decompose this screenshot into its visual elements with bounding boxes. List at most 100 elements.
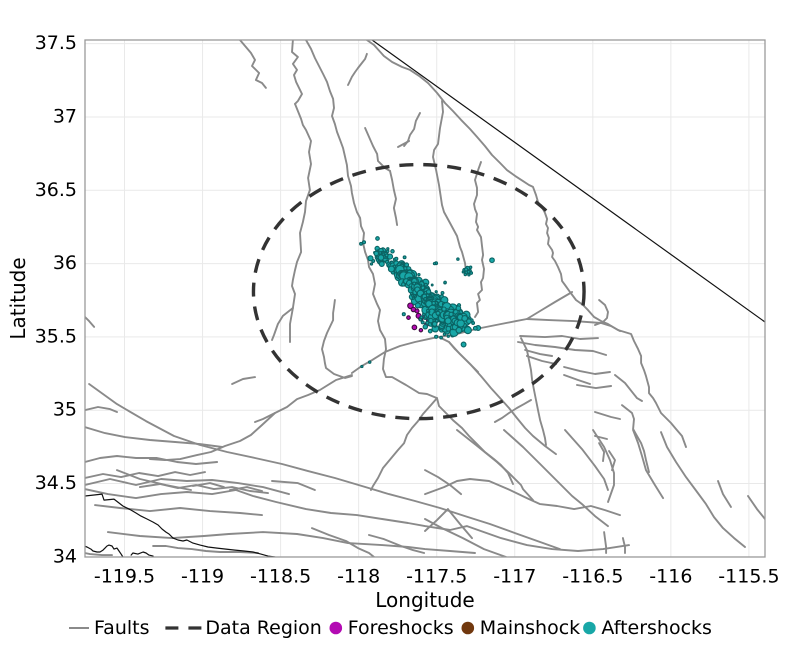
- coastline: [85, 493, 276, 557]
- aftershock-point: [390, 249, 395, 254]
- y-tick-label: 34: [53, 545, 77, 567]
- fault-line: [403, 112, 421, 147]
- y-axis-title: Latitude: [6, 257, 30, 339]
- aftershock-point: [434, 290, 438, 294]
- aftershock-point: [401, 282, 406, 287]
- aftershock-point: [444, 317, 452, 325]
- fault-line: [229, 486, 263, 492]
- aftershock-point: [431, 300, 437, 306]
- y-tick-label: 36: [53, 252, 77, 274]
- aftershock-point: [440, 290, 445, 295]
- fault-line: [660, 431, 746, 548]
- x-tick-label: -117: [493, 566, 536, 588]
- fault-line: [271, 480, 316, 491]
- aftershock-point: [472, 325, 478, 331]
- fault-line: [432, 100, 468, 273]
- fault-line: [632, 429, 665, 500]
- aftershock-point: [401, 312, 406, 317]
- foreshock-point: [406, 315, 411, 320]
- legend-label-aftershocks: Aftershocks: [601, 617, 712, 639]
- fault-line: [594, 435, 608, 440]
- fault-line: [747, 495, 765, 520]
- aftershock-point: [378, 260, 385, 268]
- aftershock-point: [412, 293, 416, 297]
- aftershock-point: [435, 310, 441, 316]
- aftershock-point: [425, 293, 430, 298]
- aftershock-point: [456, 257, 460, 261]
- fault-line: [448, 341, 480, 373]
- aftershock-point: [423, 297, 428, 301]
- fault-line: [85, 552, 113, 557]
- legend-swatch-mainshock: [461, 621, 475, 635]
- foreshock-point: [411, 324, 418, 331]
- plot-frame: [84, 39, 766, 558]
- aftershock-point: [489, 257, 495, 264]
- fault-line: [291, 40, 303, 105]
- fault-line: [563, 366, 611, 375]
- x-tick-label: -118.5: [250, 566, 311, 588]
- fault-line: [321, 299, 353, 379]
- state-border-line: [371, 40, 765, 323]
- aftershock-point: [463, 326, 472, 335]
- legend-label-data_region: Data Region: [205, 617, 321, 639]
- fault-line: [397, 140, 411, 148]
- aftershock-point: [468, 265, 473, 270]
- fault-line: [85, 406, 118, 413]
- fault-line: [85, 471, 206, 479]
- aftershock-point: [373, 250, 380, 257]
- fault-line: [424, 478, 621, 517]
- fault-line: [525, 355, 557, 365]
- fault-line: [594, 411, 621, 420]
- fault-line: [598, 442, 606, 463]
- fault-line: [717, 480, 732, 508]
- aftershock-point: [460, 341, 467, 348]
- fault-line: [524, 349, 554, 357]
- fault-line: [347, 52, 368, 86]
- aftershock-point: [461, 314, 469, 322]
- fault-line: [94, 504, 263, 517]
- fault-line: [592, 429, 615, 503]
- fault-line: [576, 384, 613, 390]
- aftershock-point: [432, 261, 437, 266]
- fault-line: [365, 40, 687, 448]
- coastline: [85, 544, 124, 557]
- legend: Faults Data Region Foreshocks Mainshock Afte…: [69, 617, 712, 639]
- aftershock-point: [411, 296, 415, 300]
- fault-line: [271, 307, 294, 341]
- aftershock-point: [361, 240, 367, 245]
- fault-line: [446, 508, 473, 540]
- aftershock-point: [377, 254, 385, 261]
- fault-line: [350, 318, 621, 374]
- fault-line: [525, 291, 574, 320]
- aftershock-point: [417, 272, 421, 277]
- fault-line: [148, 412, 276, 462]
- aftershock-point: [455, 326, 463, 334]
- fault-line: [389, 169, 399, 226]
- fault-line: [370, 397, 438, 491]
- fault-line: [621, 404, 650, 474]
- fault-line: [85, 488, 630, 552]
- aftershock-point: [428, 317, 434, 324]
- y-tick-label: 36.5: [35, 179, 77, 201]
- fault-line: [564, 429, 609, 491]
- aftershock-point: [359, 241, 363, 246]
- x-tick-label: -115.5: [718, 566, 779, 588]
- aftershock-point: [369, 262, 374, 266]
- fault-line: [563, 374, 591, 385]
- aftershock-point: [412, 281, 417, 286]
- fault-line: [368, 534, 426, 554]
- aftershock-point: [423, 282, 428, 287]
- fault-line: [231, 376, 256, 385]
- aftershock-point: [461, 270, 465, 274]
- aftershock-point: [467, 273, 471, 277]
- legend-swatch-foreshocks: [329, 621, 343, 635]
- fault-line: [85, 426, 224, 448]
- legend-label-foreshocks: Foreshocks: [348, 617, 454, 639]
- fault-line: [152, 545, 259, 554]
- y-tick-label: 37.5: [35, 32, 77, 54]
- aftershock-point: [471, 321, 476, 325]
- aftershock-point: [375, 258, 380, 262]
- x-tick-label: -119: [181, 566, 224, 588]
- aftershock-point: [463, 272, 468, 277]
- fault-line: [88, 383, 561, 551]
